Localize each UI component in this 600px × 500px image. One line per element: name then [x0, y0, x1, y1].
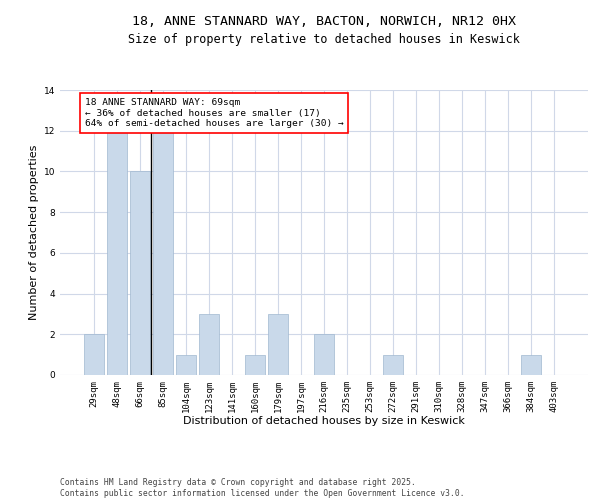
Bar [383, 354, 403, 375]
Y-axis label: Number of detached properties: Number of detached properties [29, 145, 40, 320]
Text: Size of property relative to detached houses in Keswick: Size of property relative to detached ho… [128, 32, 520, 46]
Text: 18 ANNE STANNARD WAY: 69sqm
← 36% of detached houses are smaller (17)
64% of sem: 18 ANNE STANNARD WAY: 69sqm ← 36% of det… [85, 98, 343, 128]
Text: 18, ANNE STANNARD WAY, BACTON, NORWICH, NR12 0HX: 18, ANNE STANNARD WAY, BACTON, NORWICH, … [132, 15, 516, 28]
Bar [268, 314, 288, 375]
Bar [153, 130, 173, 375]
Bar [107, 130, 127, 375]
Bar [176, 354, 196, 375]
Bar [130, 172, 149, 375]
Bar [199, 314, 218, 375]
Bar [245, 354, 265, 375]
Bar [84, 334, 104, 375]
Bar [521, 354, 541, 375]
Bar [314, 334, 334, 375]
X-axis label: Distribution of detached houses by size in Keswick: Distribution of detached houses by size … [183, 416, 465, 426]
Text: Contains HM Land Registry data © Crown copyright and database right 2025.
Contai: Contains HM Land Registry data © Crown c… [60, 478, 464, 498]
